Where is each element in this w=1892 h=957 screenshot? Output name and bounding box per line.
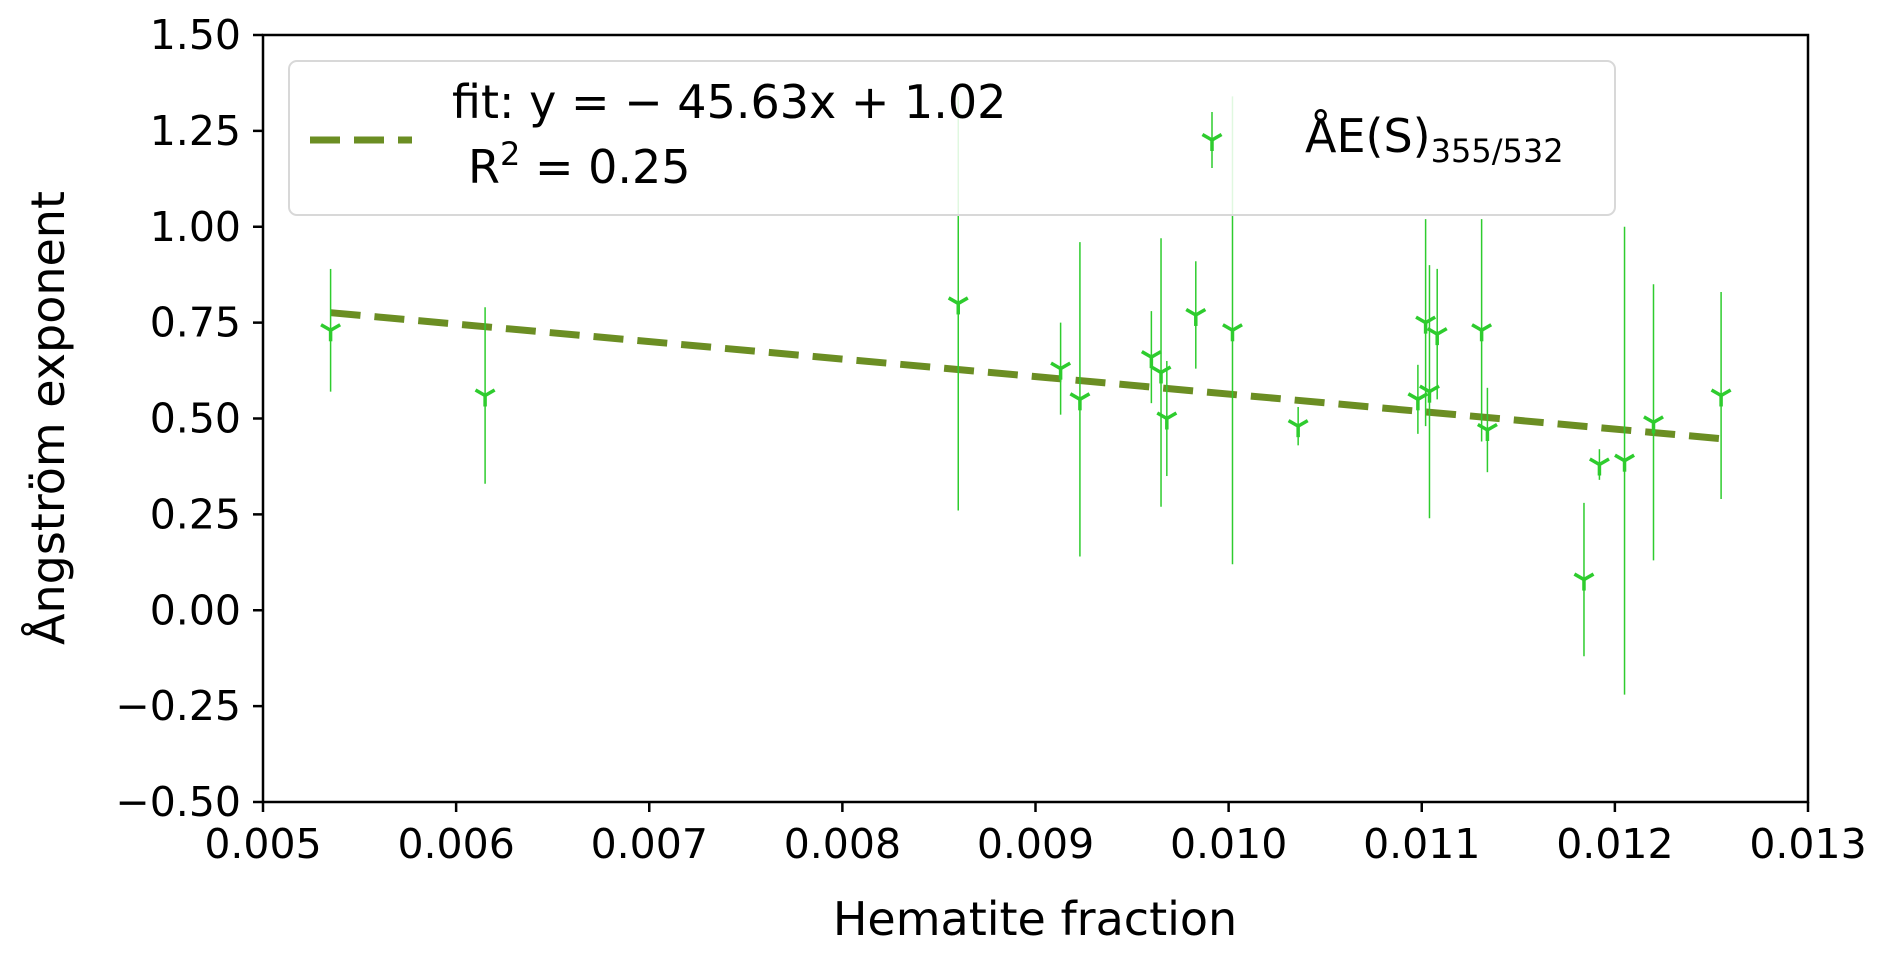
fit-line	[330, 309, 1722, 443]
data-point	[1471, 219, 1493, 442]
legend-r2-value: = 0.25	[520, 140, 690, 194]
y-tick-label: 0.00	[150, 586, 241, 634]
point-marker	[320, 323, 342, 342]
legend-fit-equation: fit: y = − 45.63x + 1.02	[452, 75, 1006, 129]
point-marker	[1476, 422, 1498, 442]
point-marker	[947, 296, 969, 315]
data-point	[1069, 242, 1091, 557]
y-tick-label: 0.50	[150, 395, 241, 443]
y-tick-label: 0.75	[150, 299, 241, 347]
point-marker	[474, 388, 496, 407]
x-tick-label: 0.011	[1363, 820, 1480, 868]
legend-series-subscript: 355/532	[1431, 132, 1564, 170]
data-point	[1588, 449, 1610, 480]
x-axis-ticks: 0.005 0.006 0.007 0.008 0.009 0.010 0.011 0.012…	[204, 802, 1867, 868]
point-marker	[1415, 315, 1437, 334]
data-point	[474, 307, 496, 484]
y-tick-label: 1.25	[150, 107, 241, 155]
x-tick-label: 0.006	[397, 820, 514, 868]
data-point	[1287, 406, 1309, 446]
legend-r2-prefix: R	[468, 140, 500, 194]
data-point	[1426, 268, 1448, 400]
y-tick-label: −0.25	[115, 682, 241, 730]
data-point	[1050, 322, 1072, 415]
point-marker	[1150, 365, 1172, 384]
point-marker	[1050, 361, 1072, 380]
y-tick-label: −0.50	[115, 778, 241, 826]
y-axis-ticks: −0.50 −0.25 0.00 0.25 0.50 0.75 1.00 1.25 1.50	[115, 11, 263, 826]
x-tick-label: 0.009	[977, 820, 1094, 868]
x-tick-label: 0.013	[1749, 820, 1866, 868]
legend-box	[288, 60, 1616, 216]
point-marker	[1222, 323, 1243, 342]
data-points-layer	[320, 96, 1732, 695]
legend-series-main: ÅE(S)	[1305, 109, 1431, 163]
y-tick-label: 1.50	[150, 11, 241, 59]
legend-fit-r2: R2 = 0.25	[468, 135, 691, 194]
point-marker	[1287, 419, 1309, 438]
x-tick-label: 0.012	[1556, 820, 1673, 868]
point-marker	[1710, 388, 1732, 407]
y-tick-label: 1.00	[150, 203, 241, 251]
x-tick-label: 0.010	[1170, 820, 1287, 868]
y-tick-label: 0.25	[150, 490, 241, 538]
legend-tri-marker	[1201, 132, 1223, 151]
data-point	[1710, 291, 1732, 500]
data-point	[1573, 502, 1595, 657]
data-point	[1185, 261, 1207, 369]
x-tick-label: 0.007	[591, 820, 708, 868]
x-tick-label: 0.005	[204, 820, 321, 868]
data-point	[1415, 219, 1437, 427]
y-axis-label: Ångström exponent	[21, 191, 75, 645]
legend-series-label: ÅE(S)355/532	[1305, 109, 1564, 170]
data-point	[1476, 387, 1498, 473]
data-point	[320, 268, 342, 392]
data-point	[1140, 311, 1162, 404]
point-marker	[1471, 323, 1493, 342]
fit-line-layer	[330, 309, 1722, 443]
point-marker	[1588, 457, 1610, 476]
point-marker	[1573, 572, 1595, 591]
data-point	[1150, 238, 1172, 507]
legend-series-marker	[1201, 112, 1223, 168]
point-marker	[1426, 327, 1448, 346]
legend: fit: y = − 45.63x + 1.02 R2 = 0.25 ÅE(S)…	[288, 60, 1616, 216]
point-marker	[1185, 307, 1207, 326]
data-point	[1156, 360, 1178, 477]
point-marker	[1140, 350, 1162, 369]
legend-r2-superscript: 2	[500, 135, 520, 173]
x-tick-label: 0.008	[784, 820, 901, 868]
point-marker	[1156, 411, 1178, 430]
data-point	[1643, 284, 1664, 561]
point-marker	[1069, 392, 1091, 411]
x-axis-label: Hematite fraction	[833, 892, 1237, 946]
point-marker	[1643, 415, 1664, 434]
point-marker	[1614, 453, 1635, 472]
data-point	[1614, 226, 1635, 695]
